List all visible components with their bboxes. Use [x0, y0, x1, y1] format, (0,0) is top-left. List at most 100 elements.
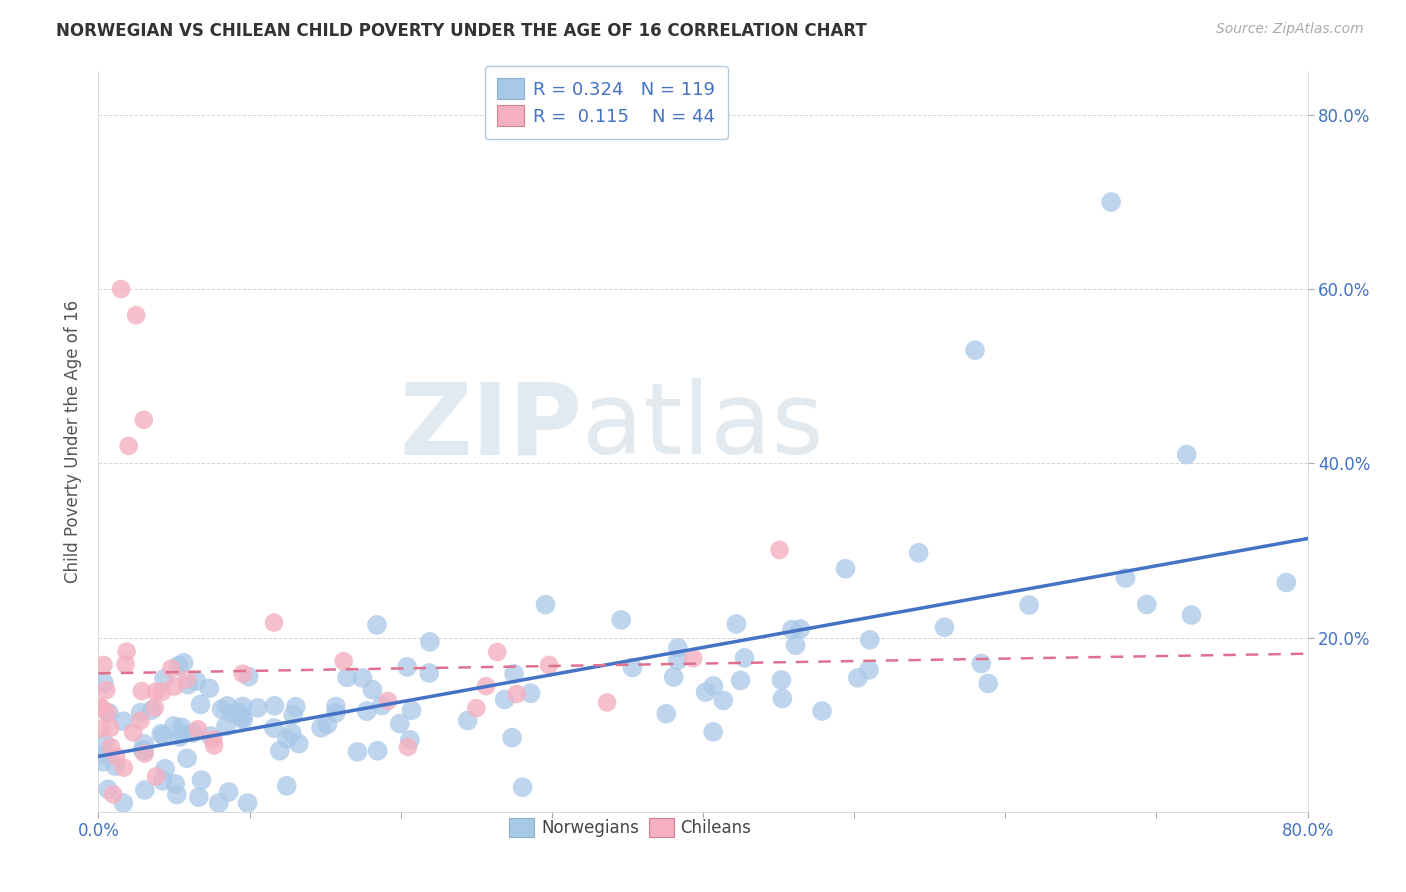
Point	[858, 663, 880, 677]
Point	[682, 651, 704, 665]
Point	[1018, 598, 1040, 612]
Point	[89, 699, 111, 714]
Point	[734, 651, 756, 665]
Point	[494, 692, 516, 706]
Point	[1099, 194, 1122, 209]
Point	[166, 788, 188, 802]
Point	[215, 719, 238, 733]
Point	[110, 282, 132, 296]
Point	[396, 739, 419, 754]
Point	[190, 773, 212, 788]
Point	[785, 638, 807, 652]
Point	[100, 721, 122, 735]
Point	[129, 714, 152, 728]
Point	[198, 681, 221, 696]
Point	[134, 737, 156, 751]
Point	[181, 726, 204, 740]
Point	[236, 796, 259, 810]
Point	[666, 640, 689, 655]
Point	[263, 721, 285, 735]
Point	[145, 769, 167, 783]
Point	[131, 684, 153, 698]
Point	[1180, 607, 1202, 622]
Point	[200, 729, 222, 743]
Point	[325, 706, 347, 720]
Point	[505, 687, 527, 701]
Text: NORWEGIAN VS CHILEAN CHILD POVERTY UNDER THE AGE OF 16 CORRELATION CHART: NORWEGIAN VS CHILEAN CHILD POVERTY UNDER…	[56, 22, 868, 40]
Point	[232, 666, 254, 681]
Point	[1275, 575, 1298, 590]
Point	[90, 722, 112, 736]
Point	[309, 721, 332, 735]
Point	[91, 755, 114, 769]
Point	[366, 618, 388, 632]
Point	[780, 623, 803, 637]
Point	[101, 787, 124, 801]
Point	[662, 670, 685, 684]
Point	[150, 685, 173, 699]
Point	[702, 724, 724, 739]
Point	[965, 343, 987, 357]
Point	[281, 726, 304, 740]
Point	[316, 717, 339, 731]
Point	[176, 673, 198, 687]
Point	[122, 725, 145, 739]
Point	[377, 694, 399, 708]
Point	[112, 796, 135, 810]
Point	[97, 706, 120, 720]
Point	[934, 620, 956, 634]
Point	[93, 676, 115, 690]
Point	[228, 706, 250, 720]
Point	[232, 699, 254, 714]
Point	[361, 682, 384, 697]
Point	[419, 635, 441, 649]
Point	[503, 666, 526, 681]
Point	[596, 696, 619, 710]
Point	[141, 703, 163, 717]
Point	[1115, 571, 1137, 585]
Point	[145, 684, 167, 698]
Point	[695, 685, 717, 699]
Point	[231, 710, 253, 724]
Point	[655, 706, 678, 721]
Point	[859, 632, 882, 647]
Point	[104, 759, 127, 773]
Point	[512, 780, 534, 795]
Point	[332, 654, 354, 668]
Point	[621, 660, 644, 674]
Point	[246, 701, 269, 715]
Point	[93, 736, 115, 750]
Point	[396, 660, 419, 674]
Text: ZIP: ZIP	[399, 378, 582, 475]
Point	[534, 598, 557, 612]
Point	[134, 747, 156, 761]
Point	[96, 706, 118, 720]
Text: atlas: atlas	[582, 378, 824, 475]
Point	[725, 617, 748, 632]
Point	[232, 713, 254, 727]
Point	[129, 706, 152, 720]
Point	[91, 701, 114, 715]
Point	[134, 743, 156, 757]
Point	[218, 785, 240, 799]
Point	[93, 747, 115, 762]
Point	[153, 762, 176, 776]
Point	[276, 779, 298, 793]
Point	[977, 676, 1000, 690]
Point	[276, 731, 298, 746]
Point	[288, 737, 311, 751]
Point	[152, 773, 174, 788]
Point	[100, 740, 122, 755]
Point	[217, 698, 239, 713]
Point	[475, 679, 498, 693]
Point	[221, 706, 243, 721]
Point	[238, 670, 260, 684]
Point	[284, 699, 307, 714]
Point	[768, 543, 790, 558]
Point	[371, 698, 394, 713]
Point	[187, 790, 209, 805]
Point	[346, 745, 368, 759]
Point	[132, 413, 155, 427]
Point	[208, 796, 231, 810]
Point	[263, 698, 285, 713]
